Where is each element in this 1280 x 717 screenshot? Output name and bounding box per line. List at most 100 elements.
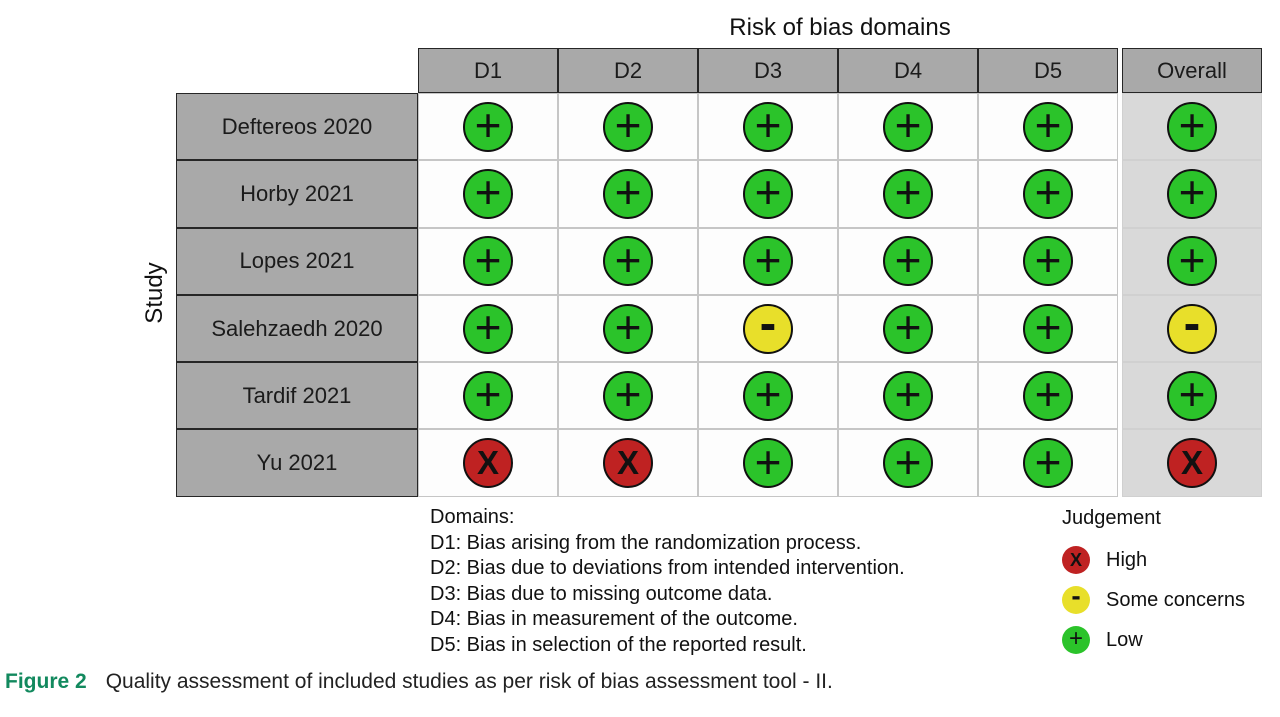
column-header-d5: D5 xyxy=(978,48,1118,93)
judgement-symbol: - xyxy=(1183,294,1201,351)
low-judgement-icon: + xyxy=(883,99,933,152)
low-judgement-icon: + xyxy=(463,233,513,287)
figure-caption-label: Figure 2 xyxy=(5,670,87,693)
judgement-symbol: + xyxy=(614,301,642,354)
judgement-symbol: + xyxy=(1034,166,1062,219)
judgement-symbol: + xyxy=(1178,99,1206,152)
judgement-cell: + xyxy=(558,362,698,430)
low-judgement-icon: + xyxy=(1023,233,1073,287)
judgement-symbol: + xyxy=(894,233,922,286)
judgement-cell: + xyxy=(698,93,838,161)
study-axis-label: Study xyxy=(141,262,168,324)
study-label: Lopes 2021 xyxy=(176,227,418,295)
judgement-cell: + xyxy=(1122,227,1262,295)
judgement-cell: + xyxy=(418,227,558,295)
judgement-symbol: + xyxy=(1034,435,1062,488)
judgement-symbol: + xyxy=(1034,99,1062,152)
low-judgement-icon: + xyxy=(463,368,513,421)
low-judgement-icon: + xyxy=(1167,236,1217,287)
judgement-cell: + xyxy=(838,227,978,295)
figure-caption-text: Quality assessment of included studies a… xyxy=(105,670,833,693)
judgement-cell: + xyxy=(978,294,1118,363)
study-label: Tardif 2021 xyxy=(176,362,418,430)
judgement-cell: + xyxy=(838,160,978,228)
column-header-overall: Overall xyxy=(1122,48,1262,93)
judgement-cell: + xyxy=(838,93,978,161)
judgement-symbol: + xyxy=(1178,166,1206,219)
chart-title: Risk of bias domains xyxy=(729,14,951,41)
judgement-symbol: + xyxy=(754,435,782,488)
judgement-symbol: + xyxy=(614,99,642,152)
low-judgement-icon: + xyxy=(883,435,933,489)
legend-label: Some concerns xyxy=(1106,588,1245,611)
judgement-symbol: + xyxy=(474,301,502,354)
judgement-symbol: + xyxy=(1034,301,1062,354)
low-judgement-icon: + xyxy=(743,370,793,421)
domain-definition-d3: D3: Bias due to missing outcome data. xyxy=(430,582,773,605)
judgement-symbol: + xyxy=(1034,368,1062,421)
some-concerns-icon: - xyxy=(1062,582,1090,614)
judgement-symbol: + xyxy=(754,99,782,152)
judgement-symbol: + xyxy=(754,166,782,219)
judgement-symbol: + xyxy=(894,368,922,421)
domains-heading: Domains: xyxy=(430,506,515,528)
judgement-symbol: X xyxy=(1069,550,1082,570)
low-judgement-icon: + xyxy=(1023,435,1073,489)
risk-of-bias-table: D1 D2 D3 D4 D5 Overall Deftereos 2020 + + + + + + Hor… xyxy=(176,48,1262,497)
judgement-symbol: + xyxy=(1068,625,1083,652)
judgement-cell: + xyxy=(558,160,698,228)
judgement-cell: + xyxy=(418,160,558,228)
column-header-d1: D1 xyxy=(418,48,558,93)
domains-note: Domains: D1: Bias arising from the rando… xyxy=(430,505,905,659)
judgement-symbol: + xyxy=(754,233,782,286)
judgement-symbol: X xyxy=(616,443,639,481)
study-label: Yu 2021 xyxy=(176,429,418,497)
low-judgement-icon: + xyxy=(603,370,653,421)
domain-definition-d2: D2: Bias due to deviations from intended… xyxy=(430,557,905,580)
some-concerns-judgement-icon: - xyxy=(1167,298,1217,354)
judgement-cell: + xyxy=(838,362,978,430)
low-judgement-icon: + xyxy=(1167,99,1217,152)
low-judgement-icon: + xyxy=(883,166,933,219)
low-judgement-icon: + xyxy=(1167,166,1217,219)
low-judgement-icon: + xyxy=(603,236,653,287)
column-header-d3: D3 xyxy=(698,48,838,93)
table-corner-cell xyxy=(176,48,418,93)
judgement-symbol: + xyxy=(474,233,502,286)
low-judgement-icon: + xyxy=(603,99,653,152)
column-header-d2: D2 xyxy=(558,48,698,93)
high-risk-icon: X xyxy=(1062,546,1090,574)
high-judgement-icon: X xyxy=(1167,438,1217,489)
judgement-symbol: X xyxy=(476,443,499,481)
judgement-symbol: + xyxy=(894,301,922,354)
judgement-cell: + xyxy=(558,93,698,161)
legend-item-high: X High xyxy=(1062,540,1245,580)
judgement-cell: + xyxy=(698,362,838,430)
study-label: Salehzaedh 2020 xyxy=(176,294,418,363)
judgement-symbol: + xyxy=(474,368,502,421)
domain-definition-d4: D4: Bias in measurement of the outcome. xyxy=(430,608,798,631)
judgement-symbol: + xyxy=(894,435,922,488)
high-judgement-icon: X xyxy=(603,438,653,489)
low-judgement-icon: + xyxy=(883,368,933,421)
low-judgement-icon: + xyxy=(883,301,933,354)
figure-caption: Figure 2 Quality assessment of included … xyxy=(5,670,833,694)
low-judgement-icon: + xyxy=(743,99,793,152)
high-judgement-icon: X xyxy=(463,438,513,489)
low-judgement-icon: + xyxy=(743,435,793,489)
judgement-cell: - xyxy=(1122,294,1262,363)
judgement-symbol: + xyxy=(894,99,922,152)
domain-definition-d1: D1: Bias arising from the randomization … xyxy=(430,531,862,554)
judgement-symbol: + xyxy=(1034,233,1062,286)
judgement-symbol: + xyxy=(474,99,502,152)
judgement-cell: + xyxy=(698,160,838,228)
low-judgement-icon: + xyxy=(743,166,793,219)
judgement-symbol: + xyxy=(474,166,502,219)
low-judgement-icon: + xyxy=(463,301,513,354)
low-judgement-icon: + xyxy=(883,233,933,287)
low-judgement-icon: + xyxy=(603,301,653,354)
judgement-symbol: + xyxy=(894,166,922,219)
column-header-d4: D4 xyxy=(838,48,978,93)
judgement-symbol: + xyxy=(1178,368,1206,421)
